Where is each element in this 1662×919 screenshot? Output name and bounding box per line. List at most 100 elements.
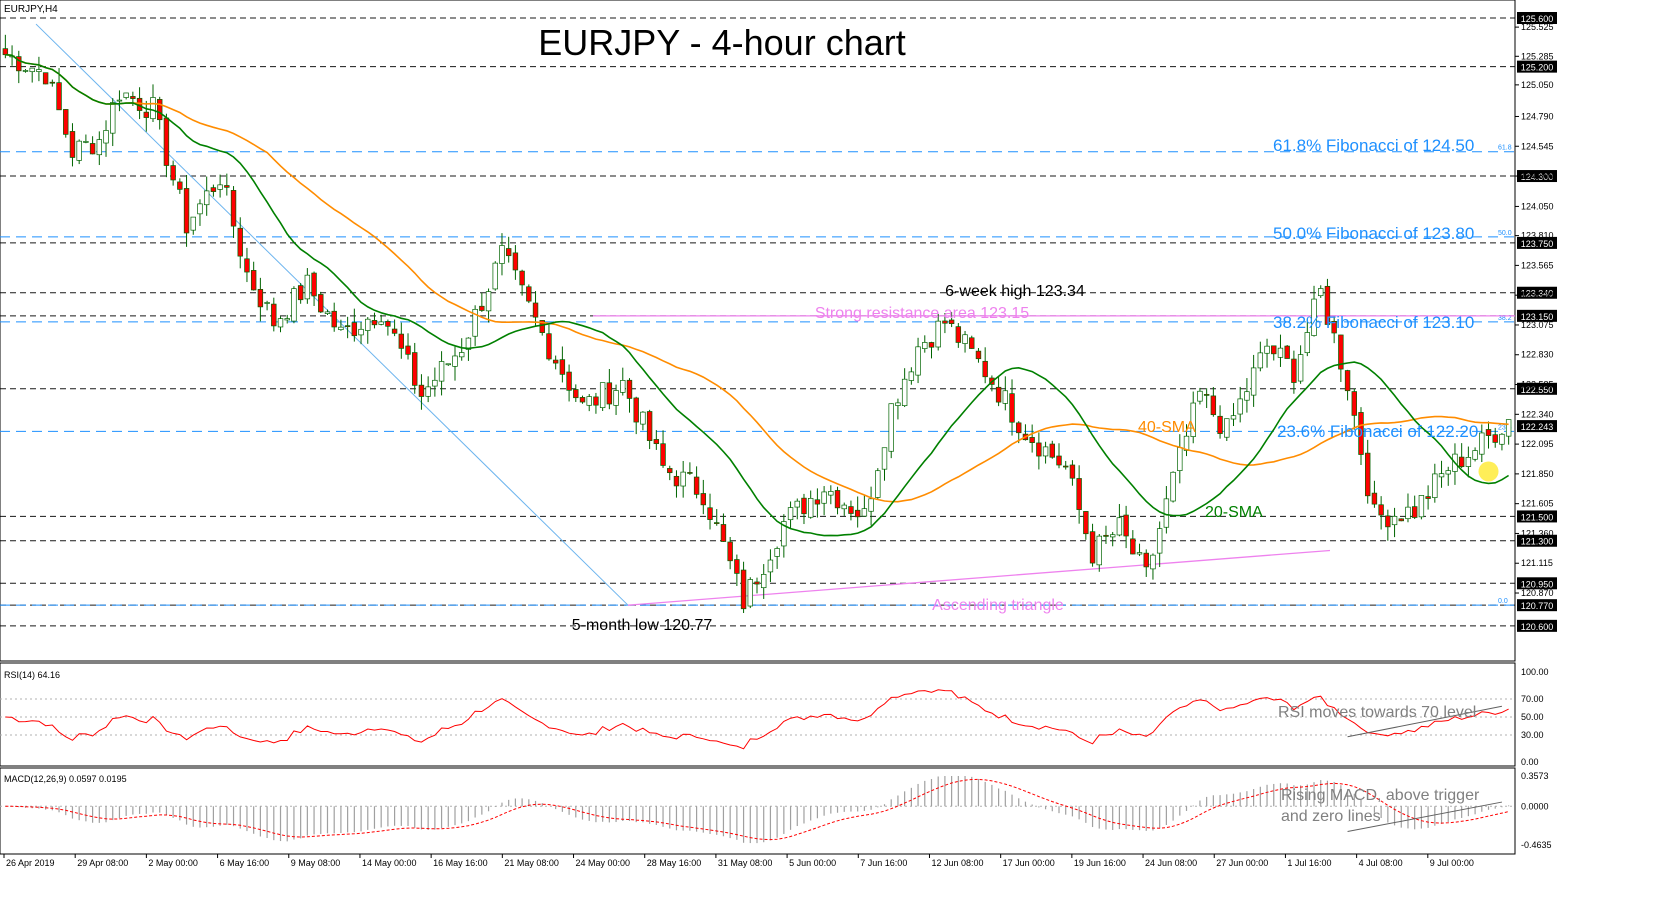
price-tick-label: 125.050 — [1521, 80, 1554, 90]
rsi-trendline — [1347, 705, 1503, 738]
candle-body — [942, 320, 948, 324]
price-tick-label: 124.790 — [1521, 111, 1554, 121]
candle-body — [445, 363, 451, 366]
candle-body — [89, 143, 96, 155]
candle-body — [284, 318, 290, 321]
price-tag-label: 121.500 — [1521, 512, 1554, 522]
candle-body — [1150, 554, 1156, 570]
candle-body — [969, 337, 975, 349]
candle-body — [1324, 285, 1331, 325]
price-tag-label: 122.550 — [1521, 385, 1554, 395]
price-tag-box — [1517, 599, 1557, 612]
candle-body — [1177, 447, 1183, 471]
rsi-tick-label: 50.00 — [1521, 712, 1544, 722]
candle-body — [385, 321, 391, 327]
candle-body — [526, 286, 532, 302]
candle-body — [1425, 496, 1431, 499]
candle-body — [1371, 492, 1378, 505]
candle-body — [747, 579, 753, 607]
price-tag-box — [1517, 286, 1557, 299]
candle-body — [982, 360, 988, 378]
candle-body — [1378, 504, 1384, 516]
candle-body — [1049, 443, 1055, 458]
candle-body — [620, 380, 626, 393]
price-tick-label: 124.050 — [1521, 201, 1554, 211]
candle-body — [96, 139, 103, 156]
candle-body — [807, 498, 814, 518]
candle-body — [1156, 528, 1163, 554]
price-tag-label: 123.340 — [1521, 289, 1554, 299]
candle-body — [854, 509, 861, 518]
candle-body — [418, 384, 425, 397]
candle-body — [955, 326, 962, 343]
candle-body — [1418, 495, 1425, 518]
macd-annotation-2: and zero lines — [1281, 808, 1381, 825]
candle-body — [586, 396, 592, 406]
price-tick-label: 122.340 — [1521, 409, 1554, 419]
price-tag-label: 120.600 — [1521, 622, 1554, 632]
candle-body — [1398, 518, 1404, 522]
candle-body — [707, 507, 713, 520]
candle-body — [1445, 470, 1451, 475]
candle-body — [271, 303, 277, 327]
candle-body — [465, 337, 472, 350]
candle-body — [472, 308, 478, 337]
price-tick-label: 121.360 — [1521, 528, 1554, 538]
candle-body — [720, 524, 727, 542]
candle-body — [110, 102, 116, 134]
candle-body — [432, 379, 438, 387]
candle-body — [1136, 552, 1143, 555]
candle-body — [183, 188, 190, 234]
candle-body — [190, 216, 196, 231]
candle-body — [425, 386, 431, 397]
price-tag-label: 123.750 — [1521, 239, 1554, 249]
candle-body — [1170, 471, 1176, 502]
candle-body — [1250, 367, 1257, 396]
chart-title: EURJPY - 4-hour chart — [538, 22, 905, 63]
candle-body — [1096, 535, 1102, 566]
price-tick-label: 121.605 — [1521, 499, 1554, 509]
fib-tag: 0.0 — [1498, 598, 1508, 605]
candle-body — [948, 319, 955, 324]
candle-body — [1217, 415, 1223, 434]
candle-body — [935, 320, 941, 348]
candle-body — [150, 97, 156, 120]
high-annotation: 6-week high 123.34 — [945, 283, 1085, 300]
candle-body — [412, 352, 418, 386]
candle-body — [519, 270, 525, 286]
candle-body — [391, 328, 398, 334]
candle-body — [787, 507, 794, 521]
candle-body — [499, 245, 505, 264]
candle-body — [828, 491, 834, 496]
candle-body — [1318, 288, 1324, 297]
candle-body — [338, 326, 344, 331]
price-tag-label: 124.300 — [1521, 172, 1554, 182]
rsi-tick-label: 100.00 — [1521, 667, 1549, 677]
candle-body — [1009, 393, 1015, 423]
sma20-label: 20-SMA — [1205, 504, 1263, 521]
candle-body — [2, 48, 9, 56]
candle-body — [1109, 534, 1116, 538]
candle-body — [693, 476, 700, 495]
time-label: 4 Jul 08:00 — [1359, 858, 1403, 868]
candle-body — [1224, 418, 1230, 438]
candle-body — [1465, 457, 1472, 467]
time-label: 2 May 00:00 — [148, 858, 198, 868]
price-tick-label: 123.075 — [1521, 320, 1554, 330]
candle-body — [1271, 345, 1277, 355]
main-panel-frame — [0, 0, 1516, 662]
macd-tick-label: -0.4635 — [1521, 840, 1552, 850]
candle-body — [660, 443, 666, 466]
price-tag-box — [1517, 534, 1557, 547]
price-tag-label: 121.300 — [1521, 537, 1554, 547]
candle-body — [1203, 394, 1210, 396]
time-label: 24 Jun 08:00 — [1145, 858, 1197, 868]
candle-body — [734, 559, 740, 574]
price-tick-label: 121.850 — [1521, 469, 1554, 479]
fib-tag: 23.6 — [1498, 424, 1512, 431]
candle-body — [1438, 473, 1445, 478]
time-label: 29 Apr 08:00 — [77, 858, 128, 868]
candle-body — [438, 361, 445, 382]
price-tag-box — [1517, 619, 1557, 632]
candle-body — [371, 320, 378, 326]
